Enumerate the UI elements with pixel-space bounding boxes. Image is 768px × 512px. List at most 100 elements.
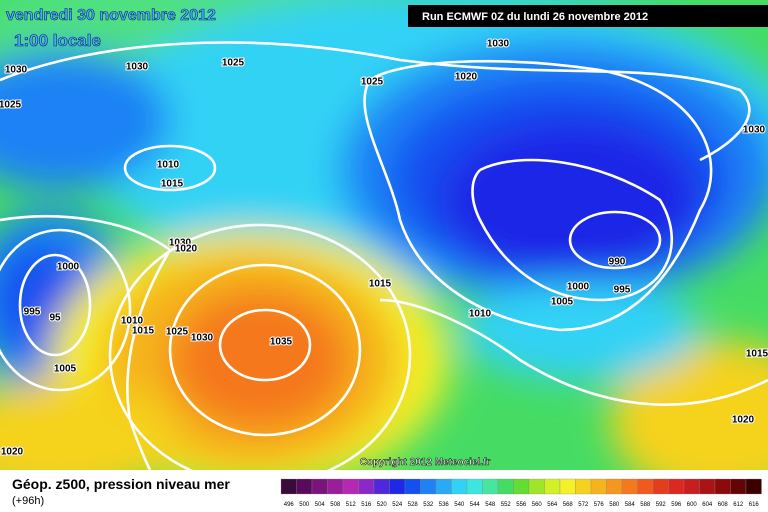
legend-swatch: [714, 478, 731, 495]
legend-label: 596: [671, 502, 682, 508]
run-info: Run ECMWF 0Z du lundi 26 novembre 2012: [422, 11, 648, 23]
isobar-label: 1020: [455, 72, 478, 83]
legend-label: 616: [749, 502, 760, 508]
legend-label: 512: [346, 502, 357, 508]
legend-label: 536: [439, 502, 450, 508]
legend-swatch: [435, 478, 452, 495]
isobar-label: 1020: [1, 447, 24, 458]
legend-label: 516: [361, 502, 372, 508]
legend-label: 540: [454, 502, 465, 508]
legend-label: 560: [532, 502, 543, 508]
isobar-label: 1025: [166, 327, 189, 338]
legend-swatch: [652, 478, 669, 495]
legend-swatch: [358, 478, 375, 495]
isobar-label: 1010: [469, 309, 492, 320]
isobar-label: 1030: [5, 65, 28, 76]
legend-label: 576: [594, 502, 605, 508]
isobar-label: 1030: [191, 333, 214, 344]
legend-swatch: [575, 478, 592, 495]
isobar-label: 1025: [0, 100, 22, 111]
legend-swatch: [699, 478, 716, 495]
legend-swatch: [451, 478, 468, 495]
isobar-label: 1020: [732, 415, 755, 426]
isobar-label: 1025: [361, 77, 384, 88]
legend-label: 548: [485, 502, 496, 508]
legend-swatch: [513, 478, 530, 495]
footer-subtitle: (+96h): [12, 495, 44, 507]
isobar-label: 990: [609, 257, 626, 268]
legend-swatch: [311, 478, 328, 495]
isobar-label: 1035: [270, 337, 293, 348]
legend-swatch: [296, 478, 313, 495]
isobar-label: 95: [49, 313, 61, 324]
legend-label: 600: [687, 502, 698, 508]
legend-swatch: [606, 478, 623, 495]
legend-label: 572: [578, 502, 589, 508]
legend-swatch: [420, 478, 437, 495]
legend-label: 612: [733, 502, 744, 508]
legend-swatch: [389, 478, 406, 495]
legend-label: 564: [547, 502, 558, 508]
legend-label: 584: [625, 502, 636, 508]
legend-swatch: [373, 478, 390, 495]
legend-label: 552: [501, 502, 512, 508]
legend-swatch: [528, 478, 545, 495]
legend-swatch: [280, 478, 297, 495]
isobar-label: 1010: [121, 316, 144, 327]
isobar-label: 1015: [746, 349, 768, 360]
legend-label: 544: [470, 502, 481, 508]
legend-swatch: [342, 478, 359, 495]
isobar-label: 1015: [132, 326, 155, 337]
legend-label: 556: [516, 502, 527, 508]
legend-swatch: [544, 478, 561, 495]
legend-label: 496: [284, 502, 295, 508]
isobar-label: 1010: [157, 160, 180, 171]
isobar-label: 1030: [743, 125, 766, 136]
legend-label: 588: [640, 502, 651, 508]
copyright: Copyright 2012 Meteociel.fr: [360, 457, 491, 468]
isobar-label: 1005: [54, 364, 77, 375]
time: 1:00 locale: [14, 31, 101, 50]
legend-label: 508: [330, 502, 341, 508]
legend-swatch: [730, 478, 747, 495]
isobar-label: 1025: [222, 58, 245, 69]
isobar-label: 1005: [551, 297, 574, 308]
isobar-label: 995: [24, 307, 41, 318]
legend-label: 568: [563, 502, 574, 508]
isobar-label: 1015: [369, 279, 392, 290]
date: vendredi 30 novembre 2012: [6, 7, 216, 24]
run-box: [408, 5, 768, 27]
isobar-label: 1000: [57, 262, 80, 273]
legend-label: 532: [423, 502, 434, 508]
legend-label: 592: [656, 502, 667, 508]
legend-swatch: [497, 478, 514, 495]
field: [0, 0, 768, 470]
legend-swatch: [590, 478, 607, 495]
legend-label: 608: [718, 502, 729, 508]
isobar-label: 1030: [169, 238, 192, 249]
legend-label: 528: [408, 502, 419, 508]
legend-swatch: [327, 478, 344, 495]
legend-label: 520: [377, 502, 388, 508]
legend-swatch: [683, 478, 700, 495]
isobar-label: 1000: [567, 282, 590, 293]
legend-label: 504: [315, 502, 326, 508]
legend-swatch: [621, 478, 638, 495]
legend-swatch: [404, 478, 421, 495]
legend-label: 580: [609, 502, 620, 508]
footer-title: Géop. z500, pression niveau mer: [12, 476, 230, 492]
isobar-label: 995: [614, 285, 631, 296]
isobar-label: 1030: [126, 62, 149, 73]
legend-swatch: [637, 478, 654, 495]
legend-label: 604: [702, 502, 713, 508]
isobar-label: 1015: [161, 179, 184, 190]
legend-swatch: [668, 478, 685, 495]
legend-swatch: [482, 478, 499, 495]
legend-swatch: [559, 478, 576, 495]
isobar-label: 1030: [487, 39, 510, 50]
legend-label: 524: [392, 502, 403, 508]
legend-label: 500: [299, 502, 310, 508]
legend-swatch: [466, 478, 483, 495]
